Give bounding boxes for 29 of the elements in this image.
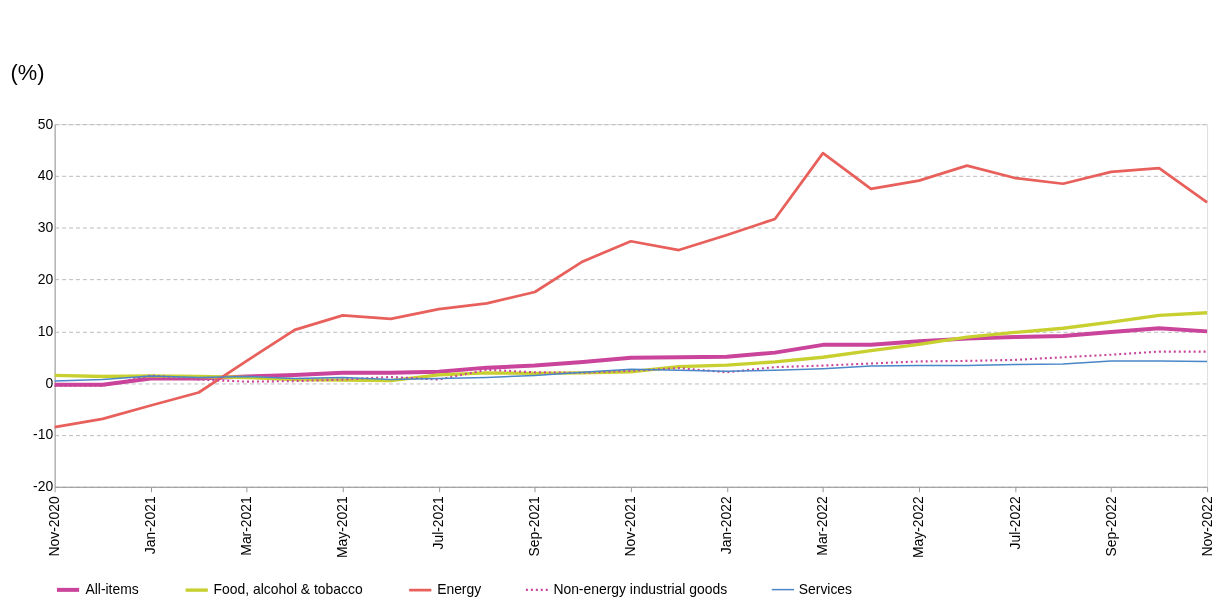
x-tick-label: May-2021 <box>334 495 351 559</box>
y-tick-label: 40 <box>37 167 54 184</box>
x-tick-label: Mar-2021 <box>238 495 255 556</box>
line-series <box>53 360 1208 382</box>
x-tick-label: Nov-2020 <box>46 495 63 557</box>
x-tick-label: Mar-2022 <box>814 495 831 556</box>
x-tick-label: May-2022 <box>910 495 927 559</box>
y-axis-title: (%) <box>10 59 45 85</box>
y-tick-label: 30 <box>37 219 54 236</box>
x-tick-label: Jan-2022 <box>718 495 735 555</box>
legend-label: Non-energy industrial goods <box>553 580 728 597</box>
legend-label: Services <box>798 580 853 597</box>
y-tick-label: 10 <box>37 322 54 339</box>
legend-label: Energy <box>437 581 482 598</box>
y-tick-label: 50 <box>37 115 54 132</box>
legend-label: Food, alcohol & tobacco <box>213 581 363 598</box>
legend-label: All-items <box>85 580 139 597</box>
y-tick-label: -10 <box>33 426 54 443</box>
y-tick-label: -20 <box>33 478 54 495</box>
x-tick-label: Sep-2022 <box>1102 495 1119 557</box>
x-tick-label: Nov-2021 <box>622 495 639 557</box>
x-tick-label: Jul-2022 <box>1006 495 1023 550</box>
y-tick-label: 20 <box>37 271 54 288</box>
x-tick-label: Nov-2022 <box>1198 495 1215 557</box>
x-tick-label: Jul-2021 <box>430 495 447 550</box>
y-tick-label: 0 <box>45 374 54 391</box>
x-tick-label: Sep-2021 <box>526 495 543 557</box>
x-tick-label: Jan-2021 <box>142 495 159 555</box>
line-series <box>53 151 1209 429</box>
